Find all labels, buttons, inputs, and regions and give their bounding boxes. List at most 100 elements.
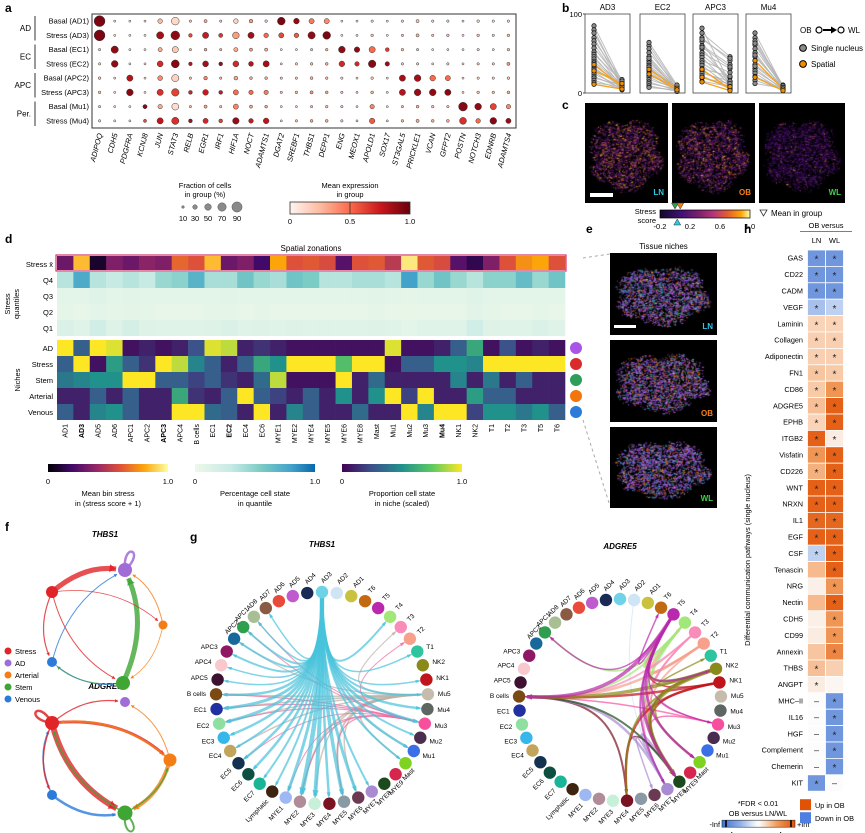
quantile-cell [57, 288, 74, 304]
significance-asterisk: * [833, 419, 837, 430]
group-label: EC [20, 52, 31, 61]
niche-cell [286, 372, 304, 388]
significance-asterisk: * [833, 763, 837, 774]
legend-label: Arterial [15, 671, 39, 680]
significance-asterisk: * [833, 616, 837, 627]
pathway-label: KIT [792, 779, 804, 788]
cell-state-label: EC6 [230, 779, 244, 793]
niche-cell [220, 340, 238, 356]
quantile-cell [515, 304, 533, 320]
expression-dot [262, 60, 270, 68]
niche-cell [532, 404, 549, 420]
orange-line [593, 70, 623, 85]
significance-asterisk: * [815, 386, 819, 397]
quantile-cell [286, 304, 304, 320]
cell-state-node [530, 637, 543, 650]
circle-edge [321, 591, 411, 673]
colorbar-caption: Proportion cell state [369, 489, 435, 498]
quantile-cell [335, 288, 353, 304]
colorbar-caption: Percentage cell state [220, 489, 290, 498]
quantile-cell [57, 272, 74, 288]
expression-dot [128, 105, 132, 108]
quantile-cell [401, 304, 418, 320]
stress-mean-cell [433, 256, 451, 270]
cell-state-label: EC4 [209, 753, 222, 760]
niche-cell [384, 388, 402, 404]
gene-label: STAT3 [166, 131, 181, 156]
cell-state-node [214, 659, 228, 672]
niche-label: Stem [35, 376, 53, 385]
circle-arrowhead [416, 693, 423, 697]
column-label: AD6 [112, 424, 119, 438]
quantile-cell [384, 288, 402, 304]
size-legend-value: 30 [191, 214, 199, 223]
orange-line [593, 64, 623, 88]
y-axis-tick: 0 [578, 89, 582, 98]
stress-mean-cell [237, 256, 254, 270]
pathway-label: NRG [787, 582, 804, 591]
expression-dot [322, 31, 331, 40]
expression-dot [171, 17, 180, 26]
niche-cell [286, 388, 304, 404]
network-arrowhead [46, 785, 50, 789]
niche-cell [237, 340, 254, 356]
pos-inf-label: +Inf [797, 820, 810, 829]
niche-cell [532, 356, 549, 372]
not-tested-dash: – [814, 745, 819, 755]
expression-dot [233, 89, 239, 96]
stress-score-image-ob [672, 103, 755, 203]
cell-state-label: EC2 [500, 724, 513, 731]
zonation-heatmap-panel: Stress x̄Q4Q3Q2Q1StressquantilesADStress… [3, 254, 582, 508]
quantile-cell [450, 320, 467, 336]
cell-state-node [330, 586, 343, 600]
expression-dot [446, 48, 450, 51]
orange-line [648, 73, 678, 91]
gene-label: IRF1 [213, 132, 226, 150]
expression-dot [308, 18, 315, 24]
gene-label: EGR1 [197, 132, 211, 154]
quantile-cell [450, 288, 467, 304]
quantile-cell [286, 288, 304, 304]
spatial-label: Spatial [811, 60, 836, 69]
niche-cell [302, 340, 320, 356]
pathway-label: Tenascin [774, 565, 803, 574]
network-node [47, 657, 57, 667]
mean-marker-down [676, 202, 685, 210]
column-label: MYE1 [276, 424, 283, 443]
gray-line [648, 42, 678, 86]
niche-cell [220, 388, 238, 404]
circle-arrowhead [231, 653, 238, 658]
expression-dot [325, 90, 329, 95]
cell-state-node [641, 596, 655, 610]
quantile-cell [270, 288, 287, 304]
gray-line [593, 32, 623, 84]
cell-state-node [414, 731, 427, 744]
circle-arrowhead [524, 694, 533, 700]
gray-line [701, 45, 731, 65]
expression-dot [476, 90, 480, 94]
cell-state-node [418, 717, 432, 730]
cell-state-node [403, 632, 417, 645]
expression-dot [279, 76, 283, 80]
significance-asterisk: * [815, 665, 819, 676]
circle-arrowhead [670, 770, 677, 778]
significance-asterisk: * [815, 337, 819, 348]
gray-point [752, 30, 758, 36]
gray-line [754, 42, 784, 87]
significance-asterisk: * [815, 370, 819, 381]
niche-cell [384, 372, 402, 388]
expression-dot [506, 76, 510, 80]
niche-cell [483, 356, 500, 372]
gray-point [646, 55, 652, 61]
significance-asterisk: * [833, 648, 837, 659]
niche-cell [515, 372, 533, 388]
expression-dot [431, 48, 435, 51]
circle-arrowhead [399, 641, 406, 647]
circle-edge [527, 696, 719, 726]
panel-letter-a: a [5, 1, 12, 15]
expression-dot [295, 48, 298, 51]
orange-point [591, 62, 597, 68]
stress-mean-label: Stress x̄ [26, 260, 53, 269]
orange-point [646, 71, 652, 77]
quantile-cell [57, 304, 74, 320]
